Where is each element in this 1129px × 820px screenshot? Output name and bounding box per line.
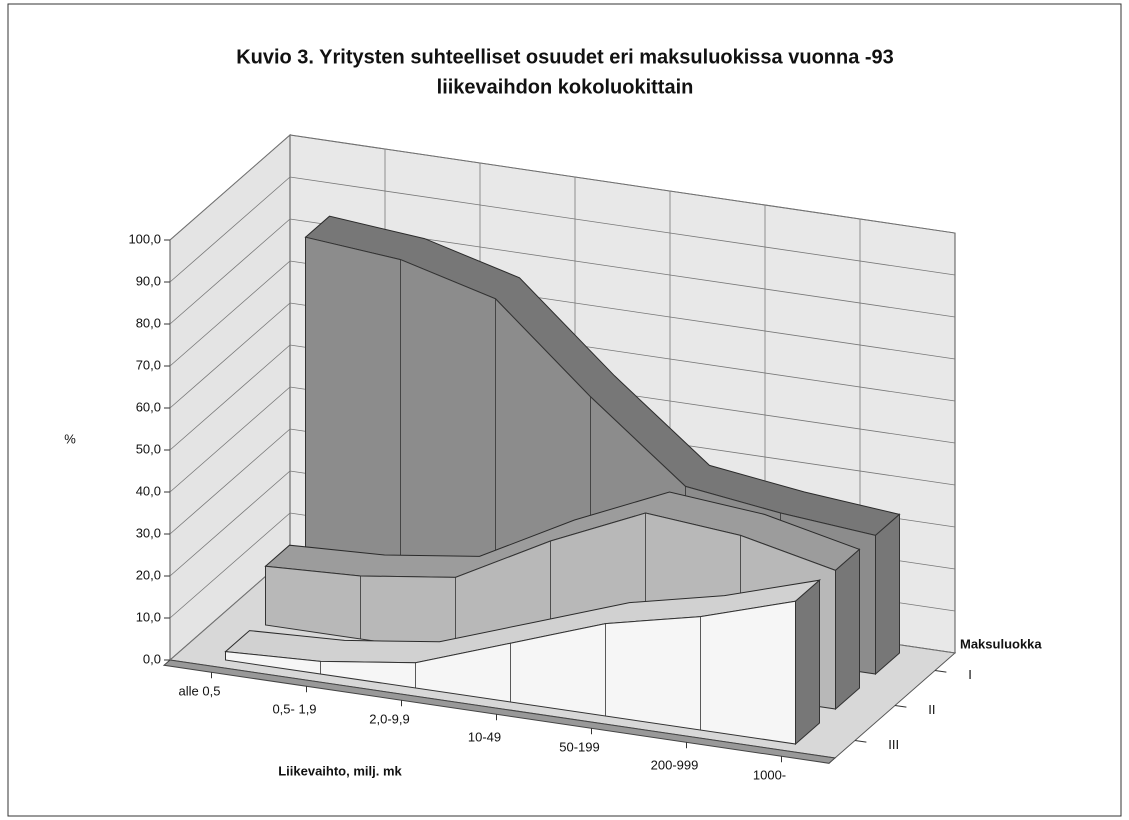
z-axis-title: Maksuluokka bbox=[960, 636, 1042, 651]
x-tick-label: 2,0-9,9 bbox=[369, 712, 409, 727]
grid-line bbox=[169, 260, 956, 367]
chart-title: Kuvio 3. Yritysten suhteelliset osuudet … bbox=[236, 46, 894, 68]
z-tick bbox=[894, 705, 907, 708]
x-tick-label: 50-199 bbox=[559, 740, 599, 755]
area-side bbox=[795, 579, 820, 746]
floor-edge bbox=[162, 659, 837, 764]
grid-line bbox=[169, 344, 956, 451]
area-side bbox=[835, 548, 860, 711]
y-tick-label: 20,0 bbox=[136, 567, 161, 582]
x-tick-label: 0,5- 1,9 bbox=[272, 702, 316, 717]
z-tick bbox=[854, 740, 867, 743]
series-label: II bbox=[928, 702, 935, 717]
x-tick-label: alle 0,5 bbox=[179, 684, 221, 699]
y-tick-label: 100,0 bbox=[128, 231, 161, 246]
grid-line bbox=[169, 302, 956, 409]
y-tick-label: 40,0 bbox=[136, 483, 161, 498]
grid-line bbox=[169, 386, 956, 493]
x-axis-title: Liikevaihto, milj. mk bbox=[278, 763, 402, 778]
y-tick-label: 70,0 bbox=[136, 357, 161, 372]
z-tick bbox=[934, 670, 947, 673]
y-tick-label: 0,0 bbox=[143, 651, 161, 666]
area-side bbox=[875, 513, 900, 676]
x-tick-label: 200-999 bbox=[651, 758, 699, 773]
grid-line bbox=[169, 134, 956, 241]
y-axis-title: % bbox=[64, 431, 76, 446]
x-tick-label: 1000- bbox=[753, 768, 786, 783]
y-tick-label: 90,0 bbox=[136, 273, 161, 288]
y-tick-label: 80,0 bbox=[136, 315, 161, 330]
chart-subtitle: liikevaihdon kokoluokittain bbox=[437, 76, 694, 98]
y-tick-label: 30,0 bbox=[136, 525, 161, 540]
x-tick-label: 10-49 bbox=[468, 730, 501, 745]
y-tick-label: 10,0 bbox=[136, 609, 161, 624]
y-tick-label: 60,0 bbox=[136, 399, 161, 414]
frame bbox=[7, 3, 1122, 817]
series-label: III bbox=[888, 737, 899, 752]
series-label: I bbox=[968, 667, 972, 682]
y-tick-label: 50,0 bbox=[136, 441, 161, 456]
grid-line bbox=[169, 218, 956, 325]
grid-line bbox=[169, 176, 956, 283]
